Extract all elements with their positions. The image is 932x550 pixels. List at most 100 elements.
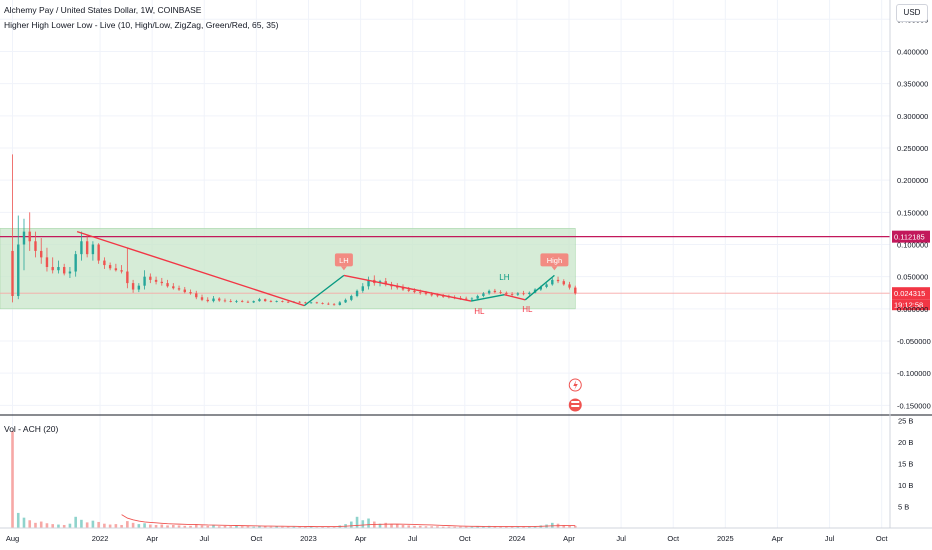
candle-body	[436, 295, 439, 297]
flag-stripe	[571, 401, 580, 403]
candle-body	[396, 286, 399, 288]
candle-body	[114, 268, 118, 271]
countdown-badge	[892, 299, 930, 311]
candle-body	[464, 298, 468, 300]
volume-bar	[126, 521, 129, 528]
time-tick-label: Apr	[563, 534, 575, 543]
event-icons[interactable]	[568, 378, 582, 412]
zigzag-segment	[504, 294, 526, 301]
volume-bar	[384, 522, 388, 528]
volume-bar	[103, 523, 106, 528]
volume-bar	[74, 516, 77, 528]
candle-body	[195, 293, 198, 298]
volume-tick-label: 15 B	[898, 459, 913, 468]
candle-body	[551, 279, 554, 285]
volume-bar	[304, 526, 307, 528]
countdown-timer: 19:12:58	[894, 301, 923, 310]
volume-bar	[263, 526, 267, 528]
volume-bar	[217, 526, 221, 528]
volume-bar	[350, 521, 353, 528]
volume-bar	[321, 526, 324, 528]
volume-bar	[149, 524, 152, 528]
candle-body	[40, 250, 43, 258]
candle-body	[275, 301, 278, 302]
pivot-label: LH	[339, 256, 349, 265]
time-tick-label: Apr	[355, 534, 367, 543]
volume-bar	[418, 525, 422, 528]
candle-body	[562, 281, 565, 285]
range-zone	[0, 228, 576, 310]
price-tick-label: 0.200000	[897, 176, 928, 185]
candle-body	[154, 279, 158, 282]
volume-bar	[562, 524, 566, 528]
candle-body	[45, 257, 49, 268]
volume-bar	[97, 521, 100, 528]
candle-body	[218, 298, 221, 301]
volume-bar	[453, 526, 456, 528]
volume-bar	[459, 526, 462, 528]
candle-body	[441, 295, 445, 297]
level-price-badge	[892, 287, 930, 300]
volume-bar	[206, 525, 210, 528]
candle-body	[97, 244, 100, 261]
price-tick-label: 0.300000	[897, 112, 928, 121]
volume-bar	[275, 526, 278, 528]
time-tick-label: Jul	[408, 534, 418, 543]
volume-bar	[464, 526, 468, 528]
candle-body	[505, 292, 508, 295]
candle-body	[384, 281, 387, 285]
candle-body	[51, 267, 54, 271]
candle-body	[298, 301, 301, 303]
candle-body	[487, 290, 491, 294]
candle-body	[246, 301, 250, 303]
volume-bar	[91, 520, 95, 528]
level-price-badge	[892, 230, 930, 243]
candle-body	[309, 302, 313, 304]
horizontal-levels: 0.112185 0.024315 19:12:58	[0, 230, 930, 311]
candle-body	[321, 303, 324, 304]
volume-bar	[108, 524, 112, 528]
volume-bar	[114, 524, 118, 528]
volume-bar	[194, 524, 198, 528]
volume-bar	[309, 526, 313, 528]
candle-body	[126, 271, 129, 284]
volume-bar	[390, 524, 393, 528]
candle-body	[327, 303, 330, 305]
candle-body	[361, 286, 364, 291]
volume-bar	[28, 520, 32, 528]
volume-bar	[424, 526, 428, 528]
candle-body	[419, 292, 422, 293]
volume-title: Vol - ACH (20)	[4, 424, 59, 434]
volume-bar	[154, 524, 158, 528]
candle-body	[17, 244, 20, 296]
candle-body	[91, 244, 95, 255]
volume-bar	[200, 525, 204, 528]
currency-button[interactable]: USD	[896, 4, 928, 22]
level-price-label: 0.112185	[894, 233, 925, 242]
volume-bar	[189, 525, 192, 528]
price-tick-label: 0.100000	[897, 240, 928, 249]
pivot-label: HL	[474, 307, 485, 316]
candle-body	[172, 286, 175, 289]
volume-bar	[177, 525, 181, 528]
candle-body	[568, 284, 571, 288]
candle-body	[252, 301, 255, 303]
candle-body	[183, 289, 186, 293]
candle-body	[401, 287, 405, 290]
candle-body	[235, 301, 238, 302]
pivot-label: High	[547, 256, 562, 265]
volume-bar	[11, 431, 14, 528]
volume-bar	[143, 523, 146, 528]
time-tick-label: 2023	[300, 534, 317, 543]
volume-bar	[487, 525, 491, 528]
candle-body	[344, 299, 347, 303]
candle-body	[281, 301, 284, 302]
volume-bar	[401, 524, 405, 528]
volume-bar	[395, 524, 399, 528]
pivot-badge-bg	[540, 253, 569, 267]
volume-bar	[573, 525, 577, 528]
volume-bar	[39, 521, 43, 528]
candle-body	[137, 285, 141, 290]
volume-bar	[160, 524, 164, 528]
